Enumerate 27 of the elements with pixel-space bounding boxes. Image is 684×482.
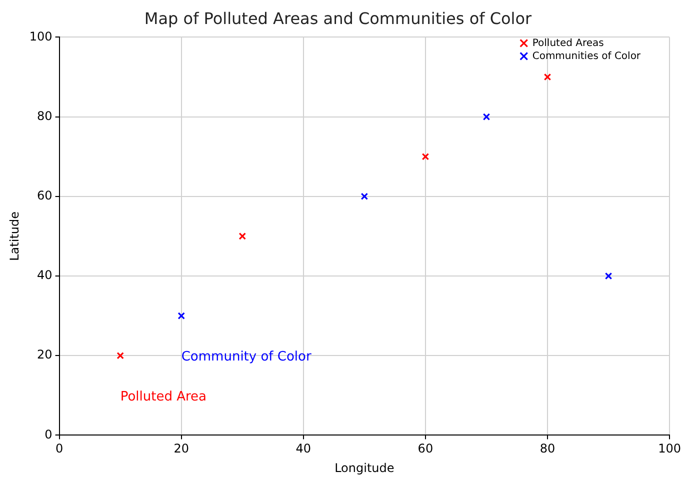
x-tick-label: 80	[540, 442, 556, 456]
y-tick-label: 0	[44, 427, 52, 442]
point	[178, 312, 185, 320]
x-tick-label: 0	[55, 442, 64, 456]
point	[604, 272, 612, 280]
y-tick-label: 80	[37, 108, 52, 123]
x-tick-label: 20	[174, 442, 189, 456]
legend-label: Communities of Color	[532, 50, 642, 62]
point	[238, 232, 246, 240]
y-tick-label: 40	[37, 268, 52, 282]
y-tick-label: 60	[37, 188, 52, 203]
x-tick-label: 40	[296, 442, 312, 456]
annotation: Community of Color	[181, 350, 312, 365]
point	[544, 73, 552, 81]
x-axis-title: Longitude	[334, 460, 394, 475]
y-axis-title: Latitude	[7, 212, 22, 261]
point	[422, 152, 430, 160]
annotation: Polluted Area	[120, 389, 207, 404]
legend-label: Polluted Areas	[532, 38, 604, 49]
y-tick-label: 20	[37, 348, 52, 362]
point	[116, 352, 124, 360]
x-tick-label: 100	[658, 442, 681, 456]
point	[360, 192, 368, 200]
x-tick-label: 60	[418, 442, 434, 456]
y-tick-label: 100	[29, 29, 52, 44]
point	[482, 113, 490, 120]
chart-title: Map of Polluted Areas and Communities of Color	[144, 8, 532, 28]
